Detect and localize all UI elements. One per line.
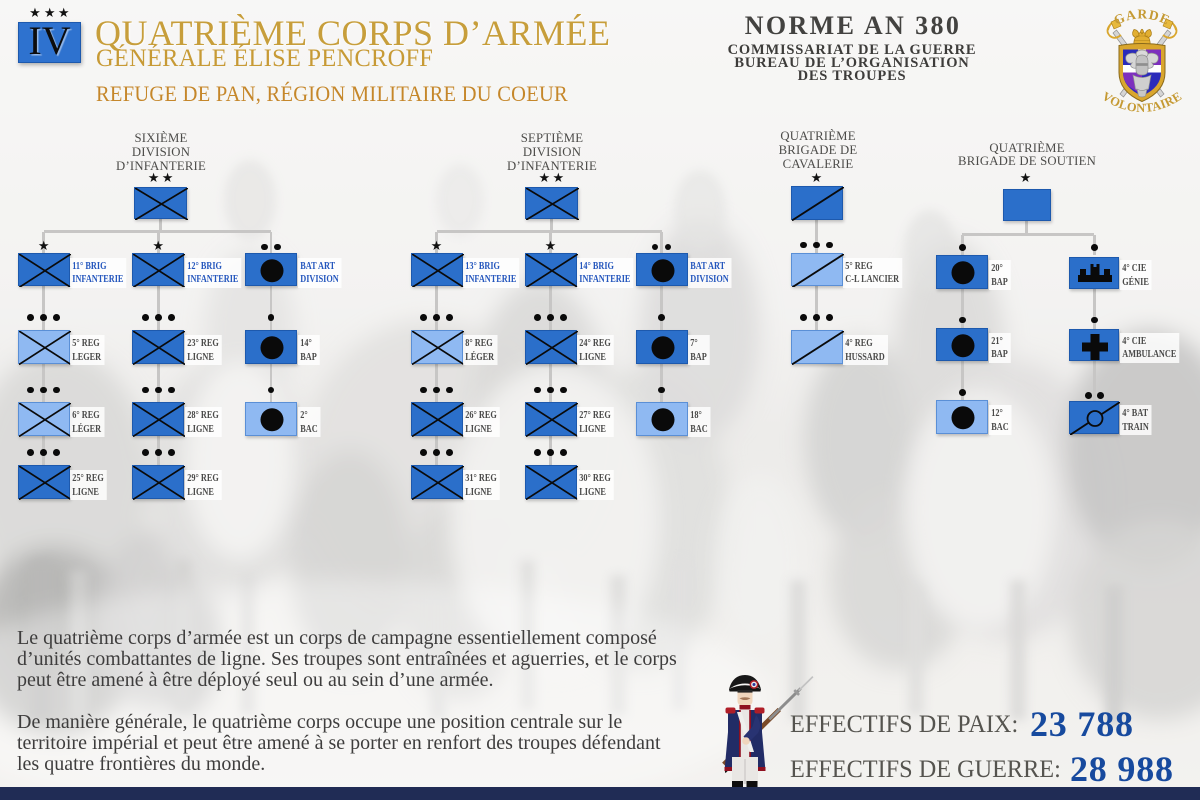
svg-text:GARDE: GARDE (1112, 6, 1173, 27)
